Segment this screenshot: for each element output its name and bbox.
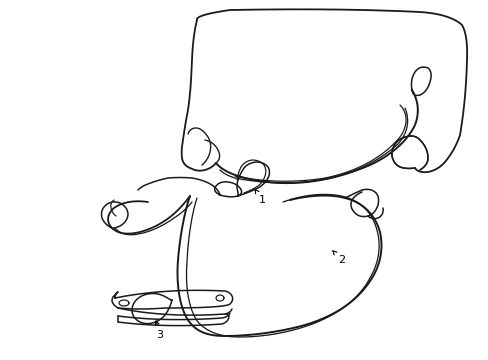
Text: 3: 3 xyxy=(155,321,163,340)
Text: 1: 1 xyxy=(255,189,265,205)
Text: 2: 2 xyxy=(332,251,345,265)
